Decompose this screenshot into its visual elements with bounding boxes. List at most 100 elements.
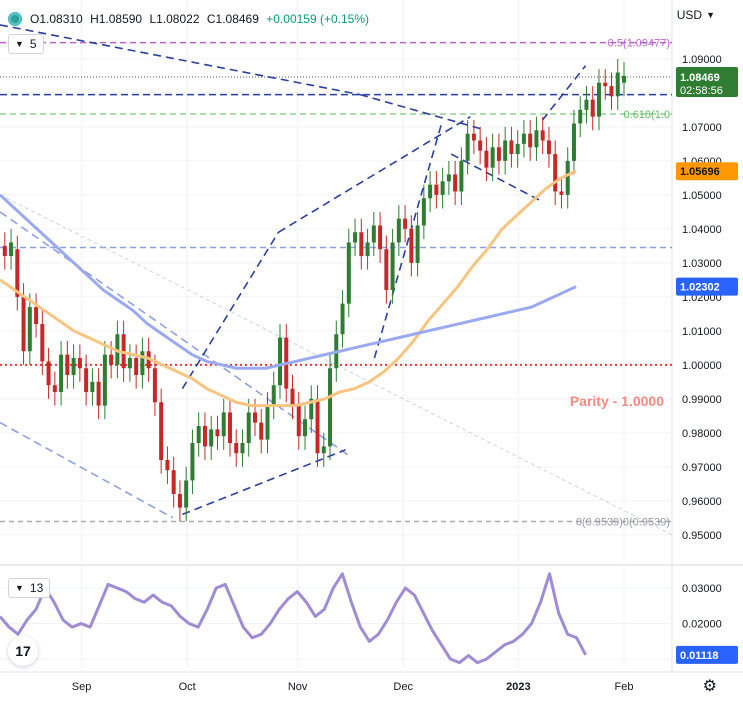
oscillator-line (0, 572, 587, 665)
candle-body (515, 143, 520, 155)
candle-body (503, 140, 508, 161)
interval-value: 5 (29, 37, 37, 51)
change-value: +0.00159 (+0.15%) (266, 12, 369, 26)
y-tick-label: 1.04000 (682, 224, 722, 236)
flag-low-line (450, 153, 543, 203)
candle-body (259, 422, 264, 440)
y-tick-label: 1.01000 (682, 326, 722, 338)
candle-body (309, 398, 314, 420)
candle-body (21, 296, 26, 352)
candle-body (240, 443, 245, 454)
ma-fast-value-text: 1.05696 (680, 166, 720, 178)
candle-body (221, 412, 226, 437)
open-value: O1.08310 (30, 12, 83, 26)
candle-body (90, 381, 95, 393)
candle-body (528, 133, 533, 148)
tradingview-logo-icon[interactable]: 17 (8, 636, 38, 666)
x-tick-label: Sep (72, 681, 92, 693)
candle-body (303, 419, 308, 437)
candle-body (484, 150, 489, 168)
candle-body (202, 426, 207, 447)
last-price-tag (676, 66, 738, 97)
candle-body (296, 405, 301, 437)
osc-tick-label: 0.03000 (682, 583, 722, 595)
moving-averages (0, 169, 577, 408)
y-tick-label: 1.05000 (682, 190, 722, 202)
candle-body (27, 307, 32, 352)
y-tick-label: 0.95000 (682, 530, 722, 542)
currency-select[interactable]: USD ▼ (677, 8, 715, 22)
candle-body (190, 443, 195, 481)
candle-body (453, 174, 458, 192)
candle-body (159, 402, 164, 461)
osc-tick-label: 0.02000 (682, 619, 722, 631)
candle-body (52, 385, 57, 393)
oscillator (0, 572, 587, 665)
candle-body (96, 381, 101, 406)
candle-body (2, 245, 7, 257)
candle-body (209, 429, 214, 447)
ma-slow-line (0, 193, 577, 370)
candle-body (378, 225, 383, 250)
candle-body (622, 75, 626, 83)
falling-channel-low-line (0, 421, 174, 519)
candle-body (321, 446, 326, 454)
candles (2, 58, 626, 522)
candle-body (84, 368, 89, 393)
candle-body (396, 218, 401, 243)
y-tick-label: 1.03000 (682, 258, 722, 270)
wedge-low-line (182, 449, 346, 516)
candle-body (340, 303, 345, 335)
candle-body (77, 358, 82, 369)
candle-body (46, 361, 51, 386)
candle-body (421, 198, 426, 226)
gear-icon[interactable]: ⚙ (702, 678, 717, 695)
close-value: C1.08469 (206, 12, 259, 26)
currency-label: USD (676, 8, 703, 22)
candle-body (471, 133, 476, 141)
candle-body (571, 123, 576, 161)
candle-body (534, 130, 539, 148)
candle-body (184, 480, 189, 508)
candle-body (346, 242, 351, 304)
candle-body (227, 412, 232, 444)
candle-body (65, 354, 70, 376)
oscillator-toggle[interactable]: ▼ 13 (8, 578, 51, 598)
candle-body (40, 324, 45, 362)
candle-body (546, 140, 551, 155)
x-tick-label: Oct (179, 681, 196, 693)
chevron-down-icon: ▼ (15, 39, 24, 49)
y-tick-label: 1.09000 (682, 54, 722, 66)
candle-body (165, 460, 170, 471)
oscillator-length: 13 (29, 581, 44, 595)
candle-body (71, 358, 76, 376)
trend-lines (0, 24, 673, 536)
candle-body (434, 184, 439, 195)
candle-body (559, 191, 564, 195)
osc-value-tag (676, 645, 738, 664)
candle-body (152, 368, 157, 403)
candle-body (465, 133, 470, 161)
x-tick-label: Feb (615, 681, 634, 693)
ma-slow-value-text: 1.02302 (680, 282, 720, 294)
candle-body (177, 494, 182, 508)
parity-label: Parity - 1.0000 (570, 393, 664, 409)
legend-bar: O1.08310 H1.08590 L1.08022 C1.08469 +0.0… (8, 8, 373, 30)
candle-body (409, 228, 414, 263)
x-tick-label: Dec (393, 681, 413, 693)
fib-0618-label: 0.618(1.0 (624, 109, 670, 121)
interval-toggle[interactable]: ▼ 5 (8, 34, 44, 54)
candle-body (578, 109, 583, 124)
candle-body (540, 130, 545, 141)
candle-body (496, 147, 501, 161)
candle-body (478, 140, 483, 151)
ma-slow-value-tag (676, 277, 738, 296)
candle-body (234, 443, 239, 454)
candle-body (584, 99, 589, 110)
candle-body (521, 133, 526, 144)
candle-body (315, 398, 320, 454)
last-price-text: 1.08469 (680, 72, 720, 84)
candle-body (371, 225, 376, 243)
